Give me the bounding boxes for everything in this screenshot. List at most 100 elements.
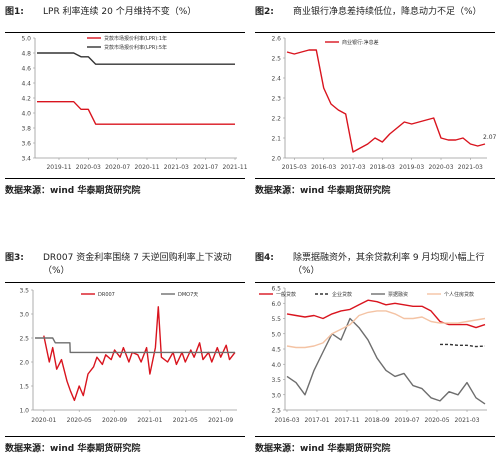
legend-label: 票据融资 (388, 291, 408, 298)
source-note: 数据来源：wind 华泰期货研究院 (5, 444, 141, 454)
source-rule (5, 178, 245, 179)
figure-label: 图3: (5, 253, 24, 263)
chart-panel-loan-rates: 图4: 除票据融资外，其余贷款利率 9 月均现小幅上行（%） 2.5 3.0 3.5… (255, 252, 495, 462)
x-tick-label: 2020-11 (134, 164, 159, 171)
x-tick-label: 2021-03 (458, 164, 483, 171)
x-tick-label: 2019-11 (46, 164, 71, 171)
y-tick-label: 6.0 (271, 301, 281, 308)
y-tick-label: 2.3 (271, 96, 281, 103)
x-tick-label: 2021-01 (137, 417, 162, 424)
x-tick-label: 2020-07 (105, 164, 130, 171)
source-note: 数据来源：wind 华泰期货研究院 (5, 186, 141, 196)
x-tick-label: 2018-03 (370, 164, 395, 171)
y-tick-label: 4.4 (21, 81, 31, 88)
series-line (286, 310, 486, 349)
series-line (286, 49, 486, 153)
source-note: 数据来源：wind 华泰期货研究院 (255, 444, 391, 454)
y-tick-label: 3.5 (19, 288, 29, 295)
y-tick-label: 4.6 (21, 66, 31, 73)
figure-label: 图2: (255, 7, 274, 17)
x-tick-label: 2021-07 (193, 164, 218, 171)
source-rule (5, 436, 245, 437)
y-tick-label: 2.5 (19, 336, 29, 343)
legend-label: 个人住房贷款 (444, 291, 474, 298)
chart-panel-lpr: 图1: LPR 利率连续 20 个月维持不变（%） 3.4 3.6 3.8 4.0 4.… (5, 6, 248, 196)
x-tick-label: 2015-03 (282, 164, 307, 171)
legend-label: 企业贷款 (332, 291, 352, 298)
x-tick-label: 2018-09 (364, 417, 389, 424)
chart-lpr: 3.4 3.6 3.8 4.0 4.2 4.4 4.6 4.8 5.0 2019-11 2020-0… (21, 35, 247, 171)
y-tick-label: 1.5 (19, 384, 29, 391)
y-tick-label: 2.2 (271, 116, 281, 123)
y-tick-label: 4.0 (21, 111, 31, 118)
y-tick-label: 2.0 (19, 360, 29, 367)
x-tick-label: 2017-03 (340, 164, 365, 171)
figure-label: 图4: (255, 253, 274, 263)
y-tick-label: 5.5 (271, 316, 281, 323)
source-rule (255, 436, 495, 437)
x-tick-label: 2019-03 (399, 164, 424, 171)
source-rule (255, 178, 495, 179)
y-tick-label: 4.2 (21, 96, 31, 103)
y-tick-label: 6.5 (271, 286, 281, 293)
y-tick-label: 5.0 (21, 36, 31, 43)
chart-title: LPR 利率连续 20 个月维持不变（%） (43, 7, 197, 17)
x-tick-label: 2020-01 (31, 417, 56, 424)
series-line (440, 343, 486, 348)
series-line (286, 317, 486, 405)
x-tick-label: 2016-03 (311, 164, 336, 171)
legend-label: 贷款市场报价利率(LPR):1年 (104, 35, 167, 42)
y-tick-label: 2.0 (271, 156, 281, 163)
y-tick-label: 3.8 (21, 126, 31, 133)
title-rule (5, 32, 245, 33)
x-tick-label: 2021-09 (208, 417, 233, 424)
chart-dr007: 1.0 1.5 2.0 2.5 3.0 3.5 2020-01 2020-05 2020-09 2… (19, 288, 237, 424)
y-tick-label: 3.6 (21, 141, 31, 148)
chart-nim: 2.0 2.1 2.2 2.3 2.4 2.5 2.6 2015-03 2016-03 2017-… (271, 36, 497, 172)
figure-label: 图1: (5, 7, 24, 17)
chart-title: DR007 资金利率围绕 7 天逆回购利率上下波动（%） (43, 253, 232, 276)
x-tick-label: 2020-05 (424, 417, 449, 424)
y-tick-label: 3.0 (19, 312, 29, 319)
chart-loan-rates: 2.5 3.0 3.5 4.0 4.5 5.0 5.5 6.0 6.5 2016-03 2017-0… (259, 286, 487, 424)
chart-title: 商业银行净息差持续低位，降息动力不足（%） (293, 7, 482, 17)
end-value-label: 2.07 (483, 134, 497, 141)
y-tick-label: 4.0 (271, 362, 281, 369)
y-tick-label: 2.5 (271, 56, 281, 63)
y-tick-label: 5.0 (271, 331, 281, 338)
x-tick-label: 2021-03 (164, 164, 189, 171)
y-tick-label: 2.1 (271, 136, 281, 143)
y-tick-label: 4.5 (271, 347, 281, 354)
series-line (37, 52, 235, 65)
title-rule (255, 32, 495, 33)
y-tick-label: 2.5 (271, 408, 281, 415)
y-tick-label: 2.4 (271, 76, 281, 83)
x-tick-label: 2019-07 (394, 417, 419, 424)
y-tick-label: 3.4 (21, 156, 31, 163)
legend-label: DR007 (98, 292, 115, 298)
y-tick-label: 4.8 (21, 51, 31, 58)
series-line (43, 306, 236, 402)
title-rule (5, 282, 245, 283)
x-tick-label: 2020-09 (102, 417, 127, 424)
title-rule (255, 282, 495, 283)
chart-panel-nim: 图2: 商业银行净息差持续低位，降息动力不足（%） 2.0 2.1 2.2 2.3 2.… (255, 6, 497, 196)
series-line (37, 100, 235, 125)
x-tick-label: 2021-05 (173, 417, 198, 424)
legend-label: DMO7天 (178, 292, 198, 298)
x-tick-label: 2020-03 (428, 164, 453, 171)
x-tick-label: 2017-01 (304, 417, 329, 424)
chart-panel-dr007: 图3: DR007 资金利率围绕 7 天逆回购利率上下波动（%） 1.0 1.5 2… (5, 252, 245, 462)
y-tick-label: 3.5 (271, 377, 281, 384)
x-tick-label: 2021-11 (222, 164, 247, 171)
x-tick-label: 2020-03 (76, 164, 101, 171)
legend-label: 贷款市场报价利率(LPR):5年 (104, 44, 167, 51)
legend-label: 商业银行:净息差 (342, 39, 379, 46)
y-tick-label: 3.0 (271, 392, 281, 399)
series-line (286, 299, 486, 329)
x-tick-label: 2017-11 (334, 417, 359, 424)
x-tick-label: 2016-03 (274, 417, 299, 424)
chart-title: 除票据融资外，其余贷款利率 9 月均现小幅上行（%） (293, 253, 485, 276)
x-tick-label: 2021-03 (454, 417, 479, 424)
series-line (35, 337, 235, 354)
